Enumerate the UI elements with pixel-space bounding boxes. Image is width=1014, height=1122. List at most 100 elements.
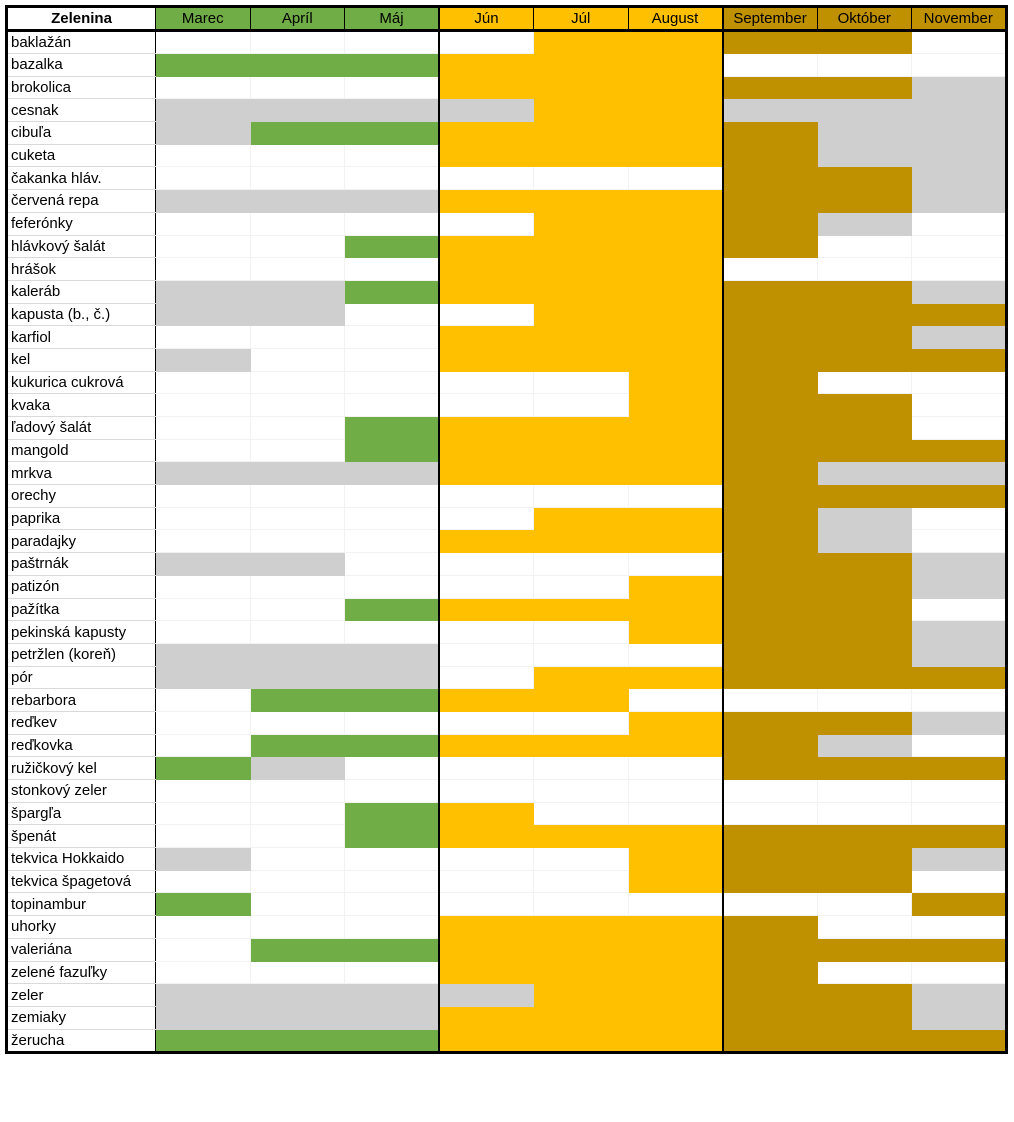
season-cell <box>533 961 629 985</box>
season-cell <box>250 257 345 281</box>
season-cell <box>439 961 534 985</box>
vegetable-name: ľadový šalát <box>6 416 156 440</box>
season-cell <box>911 666 1007 690</box>
season-cell <box>628 711 724 735</box>
season-cell <box>439 280 534 304</box>
season-cell <box>722 166 818 191</box>
season-cell <box>533 507 629 531</box>
season-cell <box>533 643 629 667</box>
vegetable-name: žerucha <box>6 1029 156 1053</box>
season-cell <box>439 303 534 327</box>
season-cell <box>439 529 534 554</box>
season-cell <box>250 892 345 917</box>
season-cell <box>817 575 912 599</box>
season-cell <box>911 212 1007 236</box>
season-cell <box>722 915 818 939</box>
season-cell <box>250 212 345 236</box>
season-cell <box>817 393 912 417</box>
season-cell <box>628 461 724 486</box>
season-cell <box>817 325 912 349</box>
season-cell <box>155 938 251 962</box>
vegetable-name: brokolica <box>6 76 156 100</box>
season-cell <box>439 76 534 100</box>
season-cell <box>439 734 534 758</box>
season-cell <box>817 348 912 372</box>
season-cell <box>911 983 1007 1007</box>
season-cell <box>250 1029 345 1053</box>
table-row: paštrnák <box>6 552 1007 576</box>
season-cell <box>155 847 251 871</box>
season-cell <box>155 529 251 554</box>
table-row: stonkový zeler <box>6 779 1007 803</box>
season-cell <box>911 121 1007 145</box>
season-cell <box>439 938 534 962</box>
table-row: kvaka <box>6 393 1007 417</box>
vegetable-name: špargľa <box>6 802 156 826</box>
vegetable-name: karfiol <box>6 325 156 349</box>
season-cell <box>628 393 724 417</box>
season-cell <box>722 30 818 54</box>
table-row: kel <box>6 348 1007 372</box>
season-cell <box>344 144 440 168</box>
season-cell <box>722 507 818 531</box>
season-cell <box>722 598 818 622</box>
season-cell <box>817 870 912 894</box>
season-cell <box>344 507 440 531</box>
season-cell <box>722 416 818 440</box>
vegetable-name: hlávkový šalát <box>6 235 156 259</box>
month-header: Október <box>817 6 912 32</box>
month-header: Jún <box>439 6 534 32</box>
vegetable-name: pór <box>6 666 156 690</box>
vegetable-name: hrášok <box>6 257 156 281</box>
table-row: patizón <box>6 575 1007 599</box>
season-cell <box>533 439 629 463</box>
season-cell <box>533 121 629 145</box>
season-cell <box>250 325 345 349</box>
season-cell <box>344 666 440 690</box>
season-cell <box>817 620 912 644</box>
season-cell <box>344 393 440 417</box>
season-cell <box>817 371 912 395</box>
season-cell <box>722 802 818 826</box>
season-cell <box>344 484 440 508</box>
season-cell <box>628 666 724 690</box>
season-cell <box>439 802 534 826</box>
season-cell <box>155 870 251 894</box>
season-cell <box>250 416 345 440</box>
season-cell <box>817 303 912 327</box>
season-cell <box>344 915 440 939</box>
season-cell <box>439 1006 534 1030</box>
season-cell <box>439 892 534 917</box>
table-row: kukurica cukrová <box>6 371 1007 395</box>
season-cell <box>911 484 1007 508</box>
season-cell <box>344 983 440 1007</box>
season-cell <box>250 439 345 463</box>
table-row: brokolica <box>6 76 1007 100</box>
season-cell <box>250 1006 345 1030</box>
table-row: karfiol <box>6 325 1007 349</box>
table-row: čakanka hláv. <box>6 166 1007 191</box>
season-cell <box>722 779 818 803</box>
season-cell <box>911 166 1007 191</box>
season-cell <box>439 598 534 622</box>
season-cell <box>533 1029 629 1053</box>
season-cell <box>155 983 251 1007</box>
season-cell <box>344 461 440 486</box>
season-cell <box>911 779 1007 803</box>
season-cell <box>817 802 912 826</box>
season-cell <box>722 711 818 735</box>
season-cell <box>628 779 724 803</box>
season-cell <box>344 938 440 962</box>
season-cell <box>533 870 629 894</box>
season-cell <box>250 688 345 712</box>
season-cell <box>439 439 534 463</box>
season-cell <box>250 144 345 168</box>
table-row: pažítka <box>6 598 1007 622</box>
season-cell <box>628 529 724 554</box>
vegetable-name: zelené fazuľky <box>6 961 156 985</box>
season-cell <box>344 189 440 213</box>
season-cell <box>628 598 724 622</box>
season-cell <box>817 961 912 985</box>
season-cell <box>722 938 818 962</box>
season-cell <box>533 711 629 735</box>
